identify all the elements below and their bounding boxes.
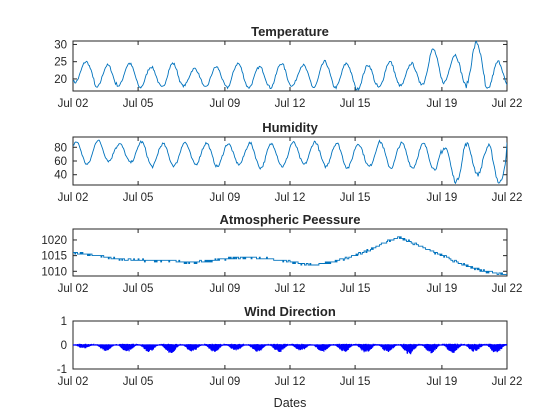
chart-panel-1: Humidity Jul 02 Jul 05 Jul 09 Jul 12 Jul 15 Ju… — [54, 120, 522, 204]
series-3 — [73, 343, 507, 355]
x-tick-label: Jul 02 — [58, 98, 89, 110]
x-tick-label: Jul 12 — [275, 192, 306, 204]
x-tick-label: Jul 09 — [210, 376, 241, 388]
y-tick-label: 30 — [54, 39, 67, 51]
y-tick-label: 80 — [54, 142, 67, 154]
series-2 — [73, 236, 507, 275]
x-tick-label: Jul 19 — [427, 98, 458, 110]
x-tick-label: Jul 15 — [340, 376, 371, 388]
y-tick-label: 1 — [61, 316, 67, 328]
series-line — [73, 139, 507, 185]
series-0 — [73, 41, 507, 91]
x-axis-label: Dates — [274, 396, 307, 410]
chart-title: Temperature — [251, 24, 329, 39]
y-tick-label: 1020 — [41, 235, 67, 247]
x-tick-label: Jul 02 — [58, 376, 89, 388]
x-tick-label: Jul 19 — [427, 192, 458, 204]
x-tick-label: Jul 05 — [123, 98, 154, 110]
chart-title: Humidity — [262, 120, 318, 135]
x-tick-label: Jul 09 — [210, 98, 241, 110]
x-tick-label: Jul 15 — [340, 192, 371, 204]
chart-title: Atmospheric Peessure — [220, 212, 361, 227]
chart-panel-0: Temperature Jul 02 Jul 05 Jul 09 Jul 12 Jul 1… — [54, 24, 522, 110]
y-tick-label: 0 — [61, 340, 67, 352]
x-tick-label: Jul 09 — [210, 192, 241, 204]
x-tick-label: Jul 12 — [275, 376, 306, 388]
plot-area — [72, 136, 508, 186]
x-tick-label: Jul 05 — [123, 283, 154, 295]
plot-area — [72, 228, 508, 277]
x-tick-label: Jul 22 — [492, 192, 523, 204]
x-tick-label: Jul 19 — [427, 283, 458, 295]
y-tick-label: 1010 — [41, 266, 67, 278]
y-tick-label: 1015 — [41, 251, 67, 263]
x-tick-label: Jul 12 — [275, 98, 306, 110]
y-tick-label: 40 — [54, 170, 67, 182]
x-tick-label: Jul 19 — [427, 376, 458, 388]
chart-title: Wind Direction — [244, 304, 336, 319]
x-tick-label: Jul 22 — [492, 98, 523, 110]
x-tick-label: Jul 09 — [210, 283, 241, 295]
y-tick-label: 25 — [54, 57, 67, 69]
x-tick-label: Jul 02 — [58, 192, 89, 204]
chart-panel-3: Wind Direction Jul 02 Jul 05 Jul 09 Jul 12 Ju… — [57, 304, 523, 410]
x-tick-label: Jul 02 — [58, 283, 89, 295]
x-tick-label: Jul 15 — [340, 283, 371, 295]
y-tick-label: -1 — [57, 364, 67, 376]
plot-area — [72, 40, 508, 92]
x-tick-label: Jul 22 — [492, 283, 523, 295]
x-tick-label: Jul 05 — [123, 192, 154, 204]
x-tick-label: Jul 15 — [340, 98, 371, 110]
chart-panel-2: Atmospheric Peessure Jul 02 Jul 05 Jul 09 Ju… — [41, 212, 522, 295]
y-tick-label: 20 — [54, 74, 67, 86]
series-1 — [73, 139, 507, 185]
x-tick-label: Jul 22 — [492, 376, 523, 388]
x-tick-label: Jul 12 — [275, 283, 306, 295]
y-tick-label: 60 — [54, 156, 67, 168]
series-line — [73, 236, 507, 275]
series-line — [73, 41, 507, 91]
x-tick-label: Jul 05 — [123, 376, 154, 388]
